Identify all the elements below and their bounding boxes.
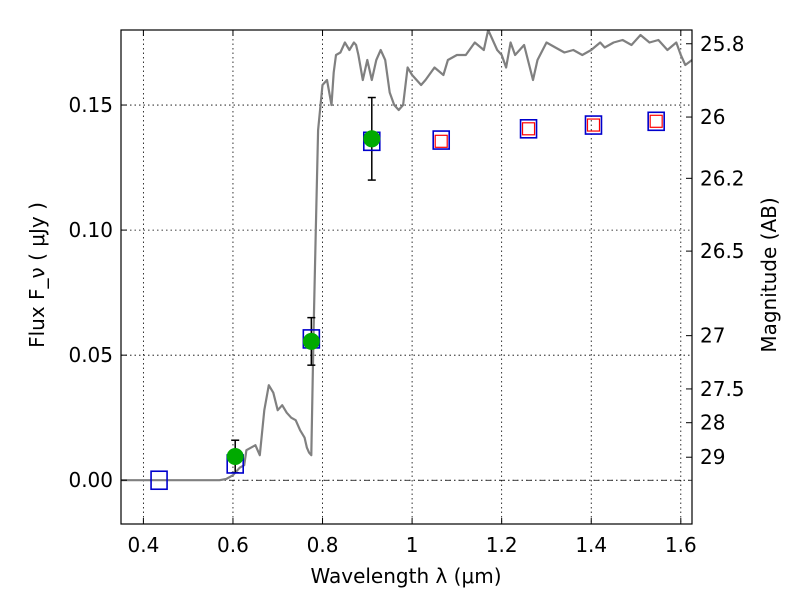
model-spectrum-line [121, 30, 692, 482]
right-tick-label: 26.2 [700, 166, 745, 190]
observed-points-layer [226, 130, 381, 465]
y-tick-label: 0.00 [68, 468, 113, 492]
plot-frame [120, 29, 693, 525]
x-axis-label: Wavelength λ (μm) [310, 564, 501, 588]
predicted-photometry-square [521, 122, 536, 136]
x-tick-label: 1.4 [575, 533, 607, 557]
y-axis-label: Flux F_ν ( μJy ) [25, 202, 49, 348]
right-tick-label: 29 [700, 445, 725, 469]
model-photometry-square [519, 119, 538, 139]
x-tick-label: 0.8 [307, 533, 339, 557]
x-tick-label: 1.2 [486, 533, 518, 557]
axis-ticks [121, 30, 692, 524]
right-axis-label: Magnitude (AB) [757, 197, 781, 352]
x-tick-labels: 0.4 0.6 0.8 1 1.2 1.4 1.6 [127, 533, 696, 557]
x-tick-label: 0.6 [217, 533, 249, 557]
right-tick-label: 27.5 [700, 377, 745, 401]
predicted-photometry-square [434, 134, 448, 148]
model-photometry-square [584, 115, 603, 135]
y-tick-labels: 0.00 0.05 0.10 0.15 [68, 93, 113, 492]
x-tick-label: 0.4 [127, 533, 159, 557]
right-tick-label: 26 [700, 105, 725, 129]
observed-point [302, 332, 320, 350]
observed-point [363, 130, 381, 148]
x-tick-label: 1 [406, 533, 419, 557]
predicted-photometry-layer [434, 114, 663, 148]
y-tick-label: 0.10 [68, 218, 113, 242]
predicted-photometry-square [586, 118, 601, 132]
right-tick-label: 26.5 [700, 239, 745, 263]
model-photometry-square [647, 111, 665, 132]
y-tick-label: 0.15 [68, 93, 113, 117]
x-tick-label: 1.6 [665, 533, 697, 557]
predicted-photometry-square [649, 114, 663, 128]
model-spectrum-layer [121, 30, 692, 482]
right-tick-label: 25.8 [700, 32, 745, 56]
right-tick-label: 28 [700, 411, 725, 435]
observed-point [226, 447, 244, 465]
model-photometry-square [150, 470, 168, 491]
y-tick-label: 0.05 [68, 343, 113, 367]
right-tick-labels: 25.8 26 26.2 26.5 27 27.5 28 29 [700, 32, 745, 469]
right-tick-label: 27 [700, 324, 725, 348]
model-photometry-square [432, 130, 451, 150]
